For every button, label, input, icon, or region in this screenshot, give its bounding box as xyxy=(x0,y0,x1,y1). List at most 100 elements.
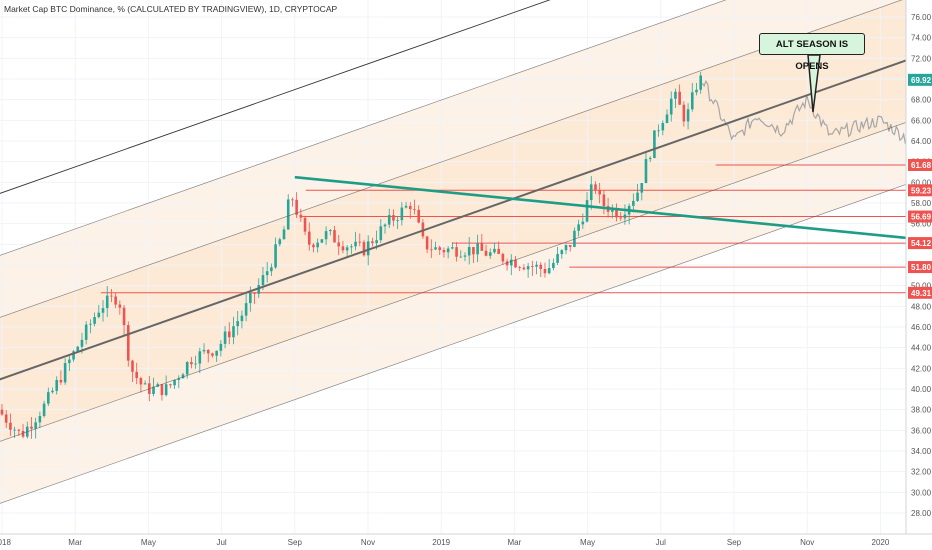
candle-body xyxy=(194,363,197,365)
candle-body xyxy=(307,231,311,245)
candle-body xyxy=(13,429,16,431)
y-tick-label: 30.00 xyxy=(911,488,932,497)
candle-body xyxy=(522,267,526,270)
y-tick-label: 48.00 xyxy=(911,302,932,311)
candle-body xyxy=(227,331,231,338)
candle-body xyxy=(484,250,488,256)
candle-body xyxy=(552,262,555,269)
candle-body xyxy=(632,200,635,206)
y-tick-label: 50.00 xyxy=(911,282,932,291)
level-price-tag: 54.12 xyxy=(911,239,932,248)
level-price-tag: 61.68 xyxy=(911,161,932,170)
candle-body xyxy=(295,199,298,215)
candle-body xyxy=(615,207,618,218)
candle-body xyxy=(358,241,362,243)
candle-body xyxy=(181,374,185,379)
channel-top-line xyxy=(0,0,551,194)
candle-body xyxy=(80,339,84,347)
candle-body xyxy=(282,229,286,240)
candle-body xyxy=(467,247,471,256)
candle-body xyxy=(46,392,50,404)
level-price-tag-bg xyxy=(908,158,932,171)
candle-body xyxy=(531,266,534,267)
candle-body xyxy=(400,207,404,221)
y-tick-label: 64.00 xyxy=(911,137,932,146)
candle-body xyxy=(0,409,4,415)
level-price-tag-bg xyxy=(908,237,932,250)
y-tick-label: 56.00 xyxy=(911,220,932,229)
candle-body xyxy=(383,224,387,227)
candle-body xyxy=(644,159,648,184)
x-tick-label: Nov xyxy=(800,538,814,547)
candle-body xyxy=(110,295,113,297)
candle-body xyxy=(653,130,656,158)
candle-body xyxy=(379,226,383,241)
candle-body xyxy=(354,241,357,247)
level-price-tag: 59.23 xyxy=(911,186,932,195)
time-axis[interactable]: 2018 Mar May Jul Sep Nov 2019 Mar May Jul Sep Nov 20… xyxy=(0,533,932,550)
time-axis-bg xyxy=(0,534,932,550)
y-tick-label: 66.00 xyxy=(911,116,932,125)
candle-body xyxy=(257,285,261,294)
candle-body xyxy=(442,250,446,253)
candle-body xyxy=(38,415,42,423)
x-tick-label: Nov xyxy=(361,538,375,547)
candle-body xyxy=(581,221,585,225)
candle-body xyxy=(682,104,686,122)
channel-lines xyxy=(0,0,932,504)
channel-boundary xyxy=(0,122,907,442)
candle-body xyxy=(589,184,593,201)
candle-body xyxy=(131,360,134,372)
candle-body xyxy=(699,75,702,90)
level-price-tag: 51.80 xyxy=(911,263,932,272)
candle-body xyxy=(139,378,143,385)
candle-body xyxy=(619,217,623,219)
candle-body xyxy=(240,315,244,322)
candle-body xyxy=(514,259,517,268)
candle-body xyxy=(265,271,269,276)
candle-body xyxy=(206,349,210,354)
candle-body xyxy=(396,220,399,221)
y-tick-label: 40.00 xyxy=(911,385,932,394)
candle-body xyxy=(362,241,366,256)
candle-body xyxy=(286,199,290,230)
candle-body xyxy=(455,247,458,257)
candle-body xyxy=(695,89,698,93)
candle-body xyxy=(316,242,319,248)
candle-body xyxy=(278,239,282,245)
candle-body xyxy=(669,98,673,115)
price-axis-bg xyxy=(906,0,932,550)
candle-body xyxy=(459,256,463,258)
candle-body xyxy=(371,241,374,244)
candle-body xyxy=(152,386,155,394)
candle-body xyxy=(446,248,450,253)
candle-body xyxy=(518,267,522,269)
candle-body xyxy=(164,384,168,396)
candle-body xyxy=(4,414,8,423)
candle-body xyxy=(648,157,652,160)
candle-body xyxy=(135,371,138,379)
callout-tail xyxy=(807,54,821,113)
candle-body xyxy=(156,384,160,387)
candle-body xyxy=(480,243,484,251)
candle-body xyxy=(177,378,181,381)
callout-pointer xyxy=(807,54,821,113)
candle-body xyxy=(690,92,694,110)
channel-boundary xyxy=(0,184,907,504)
candle-body xyxy=(274,244,277,268)
candle-body xyxy=(249,293,252,304)
grid xyxy=(0,0,906,534)
candle-body xyxy=(366,241,370,256)
price-axis[interactable]: 76.0074.0072.0070.0068.0066.0064.0062.00… xyxy=(905,0,932,550)
candle-body xyxy=(299,214,303,218)
x-tick-label: May xyxy=(580,538,595,547)
candle-body xyxy=(21,430,25,437)
candle-body xyxy=(160,384,164,396)
candle-body xyxy=(657,130,660,132)
symbol-title: Market Cap BTC Dominance, % (CALCULATED … xyxy=(4,4,338,14)
candle-body xyxy=(291,199,294,201)
candle-body xyxy=(556,254,559,263)
candle-body xyxy=(547,268,551,274)
candle-body xyxy=(190,362,193,365)
